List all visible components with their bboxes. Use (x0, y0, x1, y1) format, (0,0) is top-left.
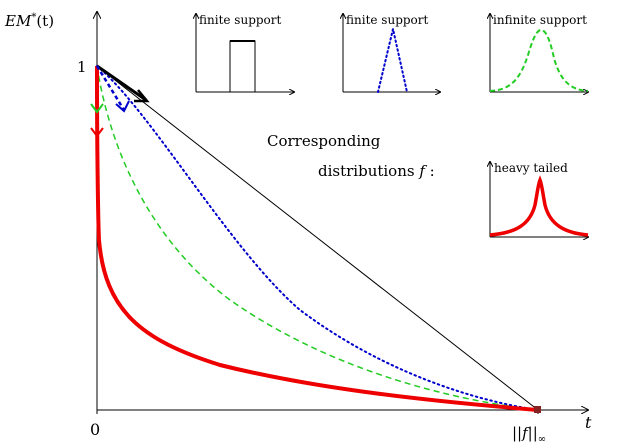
y-tick-label: 1 (77, 58, 87, 76)
green-slope-arrowhead (90, 103, 104, 114)
y-axis-label: EM*(t) (4, 12, 54, 30)
end-marker (534, 406, 541, 413)
blue-slope-arrow (95, 65, 126, 111)
x-axis-label: t (585, 413, 592, 432)
inset-heavy-tailed: heavy tailed (490, 161, 588, 237)
x-end-label: ||f||∞ (512, 424, 546, 442)
inset-finite-support-triangle: finite support (343, 13, 440, 92)
caption-line1: Corresponding (267, 132, 381, 150)
black-slope-arrow (96, 64, 147, 102)
curve-black-line (96, 65, 539, 411)
inset-3-label: infinite support (493, 13, 587, 27)
black-slope-arrowhead (134, 89, 150, 103)
inset-finite-support-box: finite support (196, 13, 294, 92)
red-slope-arrowhead (90, 127, 104, 138)
inset-1-label: finite support (199, 13, 282, 27)
origin-label: 0 (90, 420, 100, 439)
curve-red-heavy (95, 66, 539, 412)
inset-infinite-support-bell: infinite support (490, 13, 588, 92)
caption-line2: distributions f : (318, 162, 435, 180)
inset-4-label: heavy tailed (494, 161, 568, 175)
inset-2-label: finite support (346, 13, 429, 27)
blue-slope-arrowhead (115, 100, 130, 113)
curve-blue-dotted (96, 65, 539, 411)
